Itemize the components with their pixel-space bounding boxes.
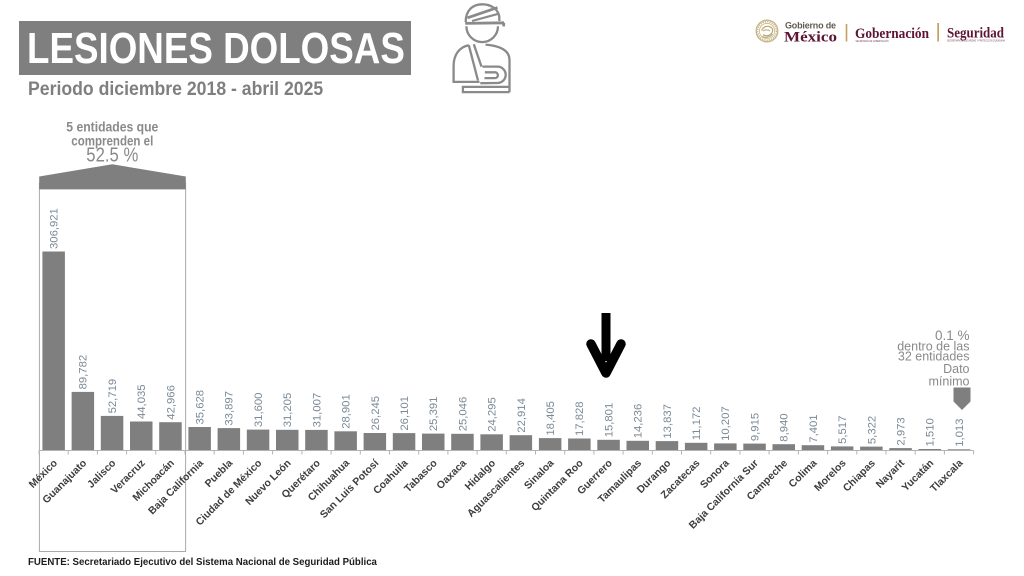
svg-text:31,007: 31,007 <box>311 393 323 428</box>
svg-text:Baja California: Baja California <box>147 458 206 517</box>
svg-text:5 entidades que: 5 entidades que <box>66 119 158 135</box>
svg-text:Chiapas: Chiapas <box>841 458 878 495</box>
svg-text:Tlaxcala: Tlaxcala <box>929 458 966 495</box>
svg-text:11,172: 11,172 <box>691 407 703 441</box>
svg-text:44,035: 44,035 <box>136 384 148 419</box>
svg-text:25,046: 25,046 <box>457 397 469 432</box>
svg-text:Gobernación: Gobernación <box>855 26 929 42</box>
svg-text:8,940: 8,940 <box>779 413 791 441</box>
svg-text:52,719: 52,719 <box>107 379 119 414</box>
svg-text:1,013: 1,013 <box>954 419 966 447</box>
svg-text:18,405: 18,405 <box>545 401 557 436</box>
svg-text:comprenden el: comprenden el <box>71 133 153 149</box>
svg-text:42,966: 42,966 <box>165 385 177 420</box>
svg-text:26,101: 26,101 <box>399 396 411 431</box>
svg-text:15,801: 15,801 <box>603 403 615 438</box>
svg-text:SECRETARÍA DE GOBERNACIÓN: SECRETARÍA DE GOBERNACIÓN <box>856 38 889 43</box>
svg-text:22,914: 22,914 <box>516 398 528 433</box>
svg-text:31,205: 31,205 <box>282 393 294 428</box>
svg-text:dentro de las: dentro de las <box>897 340 969 354</box>
svg-text:0.1 %: 0.1 % <box>935 328 970 343</box>
svg-text:5,322: 5,322 <box>866 416 878 444</box>
svg-text:10,207: 10,207 <box>720 406 732 441</box>
svg-text:31,600: 31,600 <box>253 393 265 428</box>
svg-text:89,782: 89,782 <box>78 355 90 390</box>
svg-text:13,837: 13,837 <box>662 404 674 439</box>
svg-text:SECRETARÍA DE SEGURIDAD Y PROT: SECRETARÍA DE SEGURIDAD Y PROTECCIÓN CIU… <box>947 37 1005 42</box>
svg-text:Dato: Dato <box>943 362 969 376</box>
svg-text:14,236: 14,236 <box>633 404 645 439</box>
svg-text:mínimo: mínimo <box>929 375 970 389</box>
svg-text:2,973: 2,973 <box>896 417 908 445</box>
svg-text:26,245: 26,245 <box>370 396 382 431</box>
svg-text:5,517: 5,517 <box>837 416 849 444</box>
svg-text:Quintana Roo: Quintana Roo <box>530 458 586 514</box>
svg-text:1,510: 1,510 <box>925 418 937 446</box>
svg-text:Seguridad: Seguridad <box>947 26 1004 42</box>
svg-text:306,921: 306,921 <box>49 208 61 249</box>
svg-text:32 entidades: 32 entidades <box>898 350 970 364</box>
svg-text:28,901: 28,901 <box>341 394 353 429</box>
svg-text:Gobierno de: Gobierno de <box>785 21 836 31</box>
svg-text:35,628: 35,628 <box>195 390 207 425</box>
svg-text:9,915: 9,915 <box>749 413 761 441</box>
svg-text:7,401: 7,401 <box>808 414 820 442</box>
svg-text:25,391: 25,391 <box>428 397 440 432</box>
svg-text:33,897: 33,897 <box>224 391 236 426</box>
svg-text:52.5 %: 52.5 % <box>86 145 138 167</box>
svg-text:17,828: 17,828 <box>574 401 586 436</box>
svg-text:24,295: 24,295 <box>487 397 499 432</box>
svg-text:México: México <box>784 30 837 46</box>
